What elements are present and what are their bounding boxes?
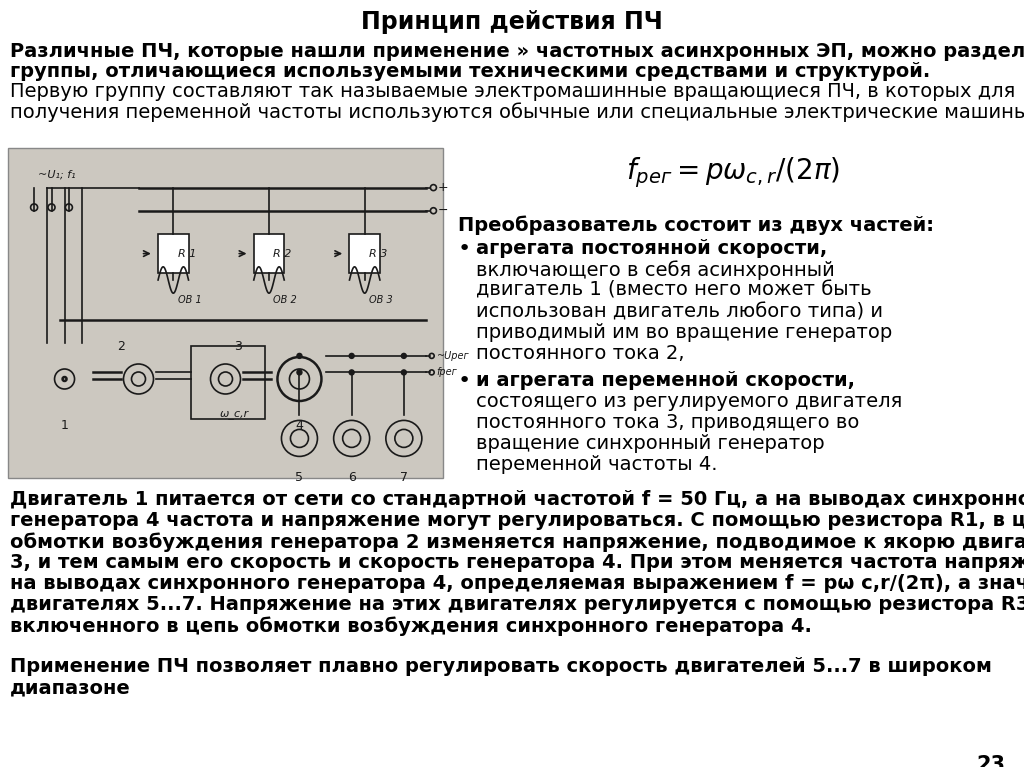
Bar [190,346,264,419]
Text: −: − [438,204,449,217]
Text: ОВ 1: ОВ 1 [177,295,202,304]
Text: состоящего из регулируемого двигателя: состоящего из регулируемого двигателя [476,392,902,411]
Text: •: • [458,371,471,391]
Bar [254,234,285,273]
Text: постоянного тока 2,: постоянного тока 2, [476,344,684,363]
Text: 1: 1 [60,419,69,432]
Text: ОВ 3: ОВ 3 [369,295,393,304]
Text: Принцип действия ПЧ: Принцип действия ПЧ [361,10,663,34]
Text: на выводах синхронного генератора 4, определяемая выражением f = pω c,r/(2π), а : на выводах синхронного генератора 4, опр… [10,574,1024,593]
Text: 3, и тем самым его скорость и скорость генератора 4. При этом меняется частота н: 3, и тем самым его скорость и скорость г… [10,553,1024,572]
Text: 2: 2 [117,340,125,353]
Bar [8,148,443,478]
Text: получения переменной частоты используются обычные или специальные электрические : получения переменной частоты используютс… [10,102,1024,122]
Text: переменной частоты 4.: переменной частоты 4. [476,455,718,474]
Text: ω_c,r: ω_c,r [219,409,249,419]
Text: и агрегата переменной скорости,: и агрегата переменной скорости, [476,371,855,390]
Circle shape [297,354,302,358]
Text: Преобразователь состоит из двух частей:: Преобразователь состоит из двух частей: [458,215,934,235]
Text: включающего в себя асинхронный: включающего в себя асинхронный [476,260,835,280]
Text: 4: 4 [296,419,303,432]
Text: ОВ 2: ОВ 2 [273,295,297,304]
Text: R 1: R 1 [177,249,196,258]
Circle shape [401,370,407,375]
Text: генератора 4 частота и напряжение могут регулироваться. С помощью резистора R1, : генератора 4 частота и напряжение могут … [10,511,1024,530]
Text: агрегата постоянной скорости,: агрегата постоянной скорости, [476,239,827,258]
Text: 5: 5 [296,472,303,485]
Text: 6: 6 [348,472,355,485]
Text: использован двигатель любого типа) и: использован двигатель любого типа) и [476,302,883,321]
Text: Применение ПЧ позволяет плавно регулировать скорость двигателей 5...7 в широком: Применение ПЧ позволяет плавно регулиров… [10,657,992,676]
Text: 3: 3 [234,340,242,353]
Text: приводимый им во вращение генератор: приводимый им во вращение генератор [476,323,892,342]
Circle shape [349,354,354,358]
Text: диапазоне: диапазоне [10,678,131,697]
Text: $f_{рег} = p\omega_{c,r}/(2\pi)$: $f_{рег} = p\omega_{c,r}/(2\pi)$ [627,155,841,189]
Text: Двигатель 1 питается от сети со стандартной частотой f = 50 Гц, а на выводах син: Двигатель 1 питается от сети со стандарт… [10,490,1024,509]
Text: группы, отличающиеся используемыми техническими средствами и структурой.: группы, отличающиеся используемыми техни… [10,62,930,81]
Circle shape [297,370,302,375]
Circle shape [349,370,354,375]
Bar [158,234,188,273]
Circle shape [401,354,407,358]
Text: Первую группу составляют так называемые электромашинные вращающиеся ПЧ, в которы: Первую группу составляют так называемые … [10,82,1015,101]
Text: двигатель 1 (вместо него может быть: двигатель 1 (вместо него может быть [476,281,871,300]
Text: Различные ПЧ, которые нашли применение » частотных асинхронных ЭП, можно раздели: Различные ПЧ, которые нашли применение »… [10,42,1024,61]
Text: обмотки возбуждения генератора 2 изменяется напряжение, подводимое к якорю двига: обмотки возбуждения генератора 2 изменяе… [10,532,1024,551]
Bar [349,234,380,273]
Text: двигателях 5...7. Напряжение на этих двигателях регулируется с помощью резистора: двигателях 5...7. Напряжение на этих дви… [10,595,1024,614]
Text: +: + [438,181,449,194]
Text: ~Uрег: ~Uрег [436,351,469,361]
Text: fрег: fрег [436,367,458,377]
Text: •: • [458,239,471,259]
Text: 7: 7 [399,472,408,485]
Text: R 3: R 3 [369,249,387,258]
Text: ~U₁; f₁: ~U₁; f₁ [39,170,76,179]
Text: 23: 23 [976,755,1005,767]
Text: включенного в цепь обмотки возбуждения синхронного генератора 4.: включенного в цепь обмотки возбуждения с… [10,616,812,636]
Text: R 2: R 2 [273,249,292,258]
Text: вращение синхронный генератор: вращение синхронный генератор [476,434,824,453]
Text: постоянного тока 3, приводящего во: постоянного тока 3, приводящего во [476,413,859,432]
